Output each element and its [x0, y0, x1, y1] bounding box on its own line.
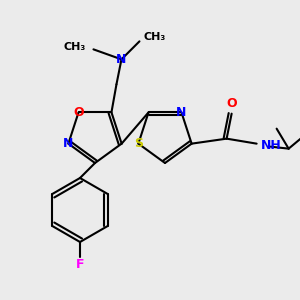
Text: N: N: [116, 53, 127, 66]
Text: N: N: [176, 106, 187, 119]
Text: F: F: [76, 257, 84, 271]
Text: O: O: [73, 106, 84, 119]
Text: S: S: [134, 137, 143, 150]
Text: N: N: [63, 137, 74, 150]
Text: NH: NH: [261, 139, 281, 152]
Text: CH₃: CH₃: [143, 32, 166, 42]
Text: O: O: [226, 97, 237, 110]
Text: CH₃: CH₃: [63, 42, 86, 52]
